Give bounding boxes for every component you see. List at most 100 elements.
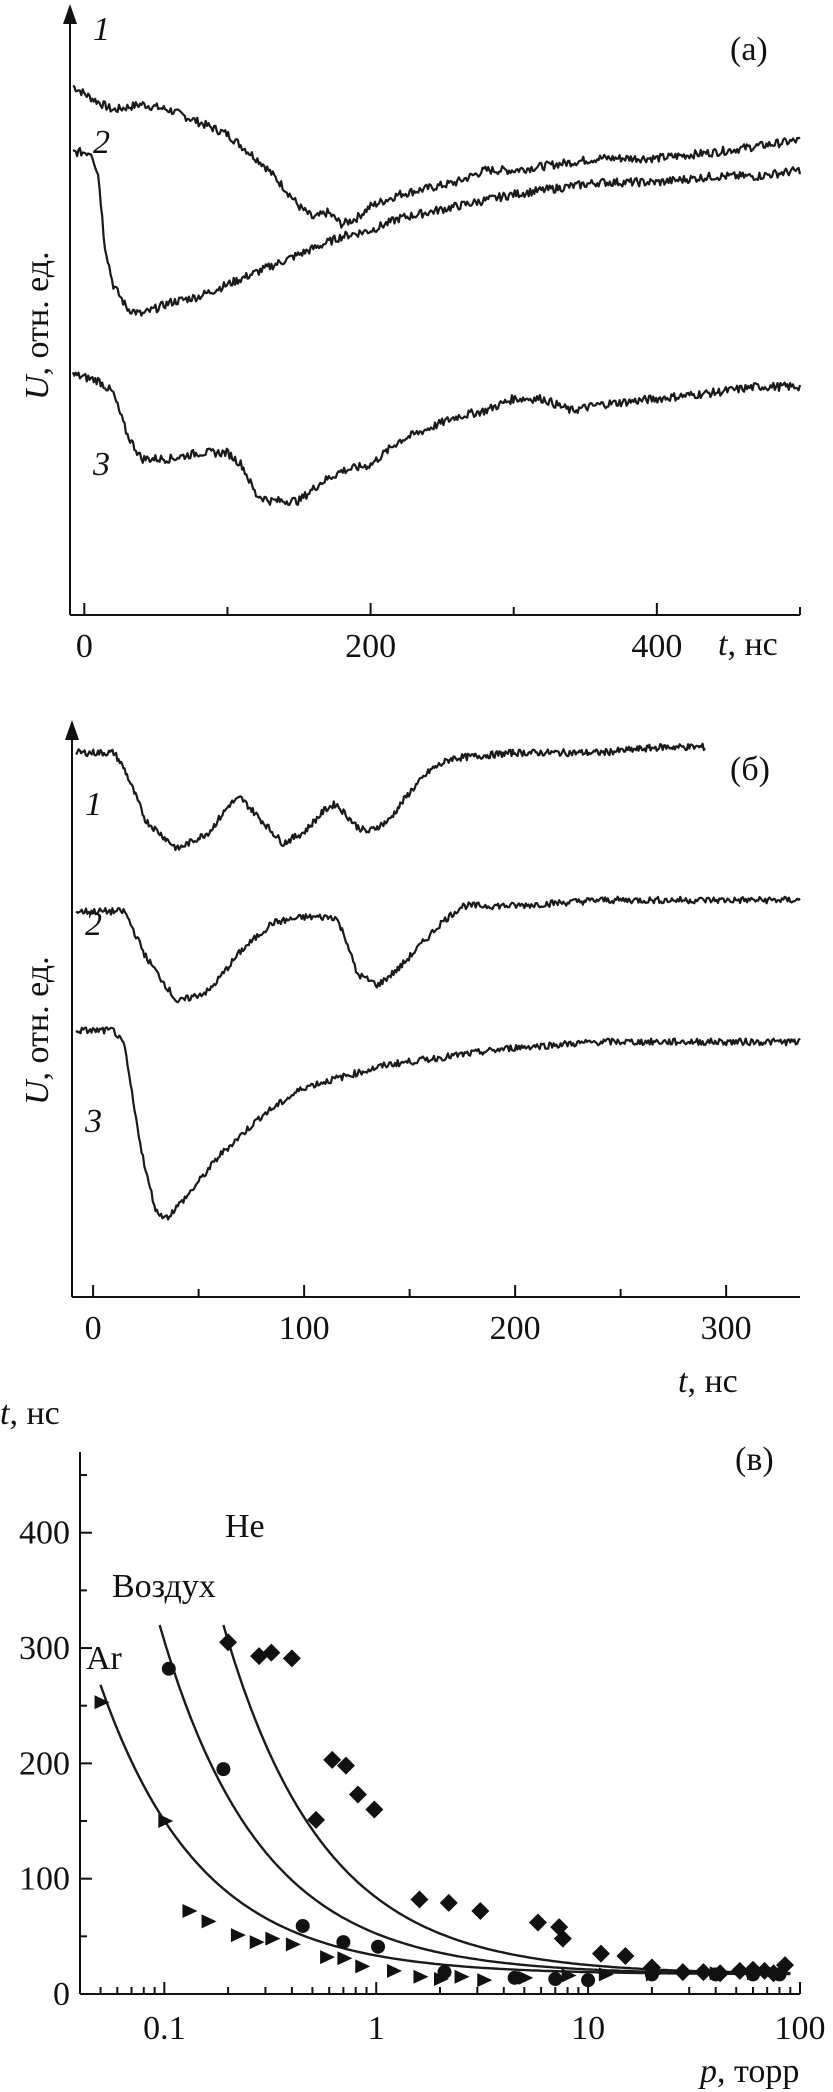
data-point-Воздух bbox=[371, 1939, 386, 1954]
series-label-he: He bbox=[225, 1508, 265, 1545]
x-tick-label-0.1-c: 0.1 bbox=[143, 2010, 186, 2047]
trace-label-3-b: 3 bbox=[84, 1103, 102, 1140]
x-ticks-b: 0 100 200 300 bbox=[85, 1285, 752, 1347]
data-point-He bbox=[250, 1647, 269, 1666]
x-tick-label-100-b: 100 bbox=[279, 1310, 330, 1347]
y-tick-label-300-c: 300 bbox=[19, 1630, 70, 1667]
x-tick-label-0-b: 0 bbox=[85, 1310, 102, 1347]
data-point-Ar bbox=[598, 1967, 614, 1982]
data-point-He bbox=[348, 1785, 367, 1804]
data-point-He bbox=[591, 1944, 610, 1963]
data-point-Ar bbox=[265, 1931, 281, 1946]
trace-2-b bbox=[75, 895, 801, 1004]
series-label-ar: Ar bbox=[86, 1640, 123, 1677]
trace-label-3-a: 3 bbox=[92, 446, 110, 483]
data-point-He bbox=[471, 1901, 490, 1920]
data-point-He bbox=[439, 1893, 458, 1912]
data-point-Ar bbox=[320, 1950, 336, 1965]
chart-panel-c: 0.1 1 10 100 0 100 200 300 400 (в) t, нс p, торр… bbox=[0, 1395, 826, 2090]
y-axis-label-b: U, отн. ед. bbox=[19, 956, 56, 1105]
fit-curve-Воздух bbox=[158, 1624, 791, 1975]
x-tick-label-200-b: 200 bbox=[490, 1310, 541, 1347]
y-tick-label-0-c: 0 bbox=[53, 1976, 70, 2013]
chart-panel-a: 0 200 400 (а) U, отн. ед. t, нс 1 2 3 bbox=[19, 4, 802, 665]
data-point-Ar bbox=[230, 1928, 246, 1943]
y-tick-label-100-c: 100 bbox=[19, 1861, 70, 1898]
data-point-Воздух bbox=[336, 1935, 351, 1950]
x-ticks-a: 0 200 400 bbox=[76, 603, 801, 665]
trace-1-b bbox=[75, 742, 706, 852]
y-axis-arrow-a bbox=[63, 4, 77, 24]
data-point-Ar bbox=[158, 1814, 174, 1829]
panel-label-a: (а) bbox=[730, 31, 768, 68]
data-point-He bbox=[528, 1913, 547, 1932]
data-point-Ar bbox=[386, 1963, 402, 1978]
data-point-He bbox=[365, 1800, 384, 1819]
x-axis-label-c: p, торр bbox=[698, 2053, 799, 2090]
data-point-Воздух bbox=[295, 1918, 310, 1933]
data-point-Ar bbox=[285, 1937, 301, 1952]
data-point-He bbox=[219, 1633, 238, 1652]
data-point-Ar bbox=[454, 1969, 470, 1984]
data-point-Воздух bbox=[161, 1661, 176, 1676]
x-axis-label-b: t, нс bbox=[678, 1363, 738, 1400]
data-point-Ar bbox=[434, 1972, 449, 1987]
trace-3-a bbox=[71, 371, 802, 506]
y-axis-label-a: U, отн. ед. bbox=[19, 251, 56, 400]
trace-3-b bbox=[75, 1026, 801, 1221]
x-axis-label-a: t, нс bbox=[718, 626, 778, 663]
x-tick-label-100-c: 100 bbox=[775, 2010, 826, 2047]
x-tick-label-1-c: 1 bbox=[368, 2010, 385, 2047]
data-point-Ar bbox=[518, 1970, 534, 1985]
data-point-He bbox=[694, 1963, 713, 1982]
chart-panel-b: 0 100 200 300 (б) U, отн. ед. t, нс 1 2 3 bbox=[19, 720, 801, 1400]
y-axis-arrow-b bbox=[65, 720, 79, 740]
panel-label-c: (в) bbox=[735, 1441, 774, 1478]
series-label-air: Воздух bbox=[112, 1568, 216, 1605]
data-point-Воздух bbox=[581, 1973, 596, 1988]
data-point-He bbox=[262, 1643, 281, 1662]
trace-2-a bbox=[72, 147, 802, 317]
data-point-He bbox=[410, 1890, 429, 1909]
scatter-points-c bbox=[94, 1633, 795, 1988]
trace-label-1-b: 1 bbox=[85, 786, 102, 823]
x-tick-label-200-a: 200 bbox=[345, 628, 396, 665]
x-tick-label-0-a: 0 bbox=[76, 628, 93, 665]
data-point-Ar bbox=[561, 1968, 577, 1983]
data-point-He bbox=[553, 1929, 572, 1948]
data-point-He bbox=[616, 1946, 635, 1965]
traces-b bbox=[75, 742, 801, 1221]
data-point-Ar bbox=[249, 1935, 265, 1950]
data-point-Ar bbox=[337, 1951, 353, 1966]
data-point-Воздух bbox=[507, 1970, 522, 1985]
fit-curve-Ar bbox=[99, 1684, 791, 1976]
data-point-Ar bbox=[182, 1903, 198, 1918]
data-point-Ar bbox=[355, 1959, 371, 1974]
data-point-Ar bbox=[709, 1966, 725, 1981]
data-point-He bbox=[336, 1756, 355, 1775]
data-point-Ar bbox=[477, 1973, 493, 1988]
x-tick-label-400-a: 400 bbox=[631, 628, 682, 665]
axis-ticks-c: 0.1 1 10 100 0 100 200 300 400 bbox=[19, 1474, 826, 2047]
data-point-He bbox=[282, 1649, 301, 1668]
data-point-He bbox=[673, 1963, 692, 1982]
data-point-He bbox=[323, 1750, 342, 1769]
data-point-He bbox=[730, 1961, 749, 1980]
panel-label-b: (б) bbox=[730, 751, 770, 788]
data-point-He bbox=[307, 1810, 326, 1829]
y-tick-label-400-c: 400 bbox=[19, 1515, 70, 1552]
data-point-Ar bbox=[94, 1695, 110, 1710]
x-tick-label-10-c: 10 bbox=[571, 2010, 605, 2047]
data-point-Ar bbox=[746, 1966, 762, 1981]
data-point-Ar bbox=[201, 1914, 217, 1929]
data-point-Воздух bbox=[548, 1972, 563, 1987]
trace-1-a bbox=[72, 85, 801, 229]
fit-curve-He bbox=[222, 1624, 791, 1975]
trace-label-1-a: 1 bbox=[93, 11, 110, 48]
data-point-Ar bbox=[645, 1967, 661, 1982]
traces-a bbox=[71, 85, 802, 506]
y-axis-label-c: t, нс bbox=[0, 1395, 60, 1432]
data-point-Ar bbox=[413, 1969, 429, 1984]
trace-label-2-a: 2 bbox=[93, 124, 110, 161]
x-tick-label-300-b: 300 bbox=[701, 1310, 752, 1347]
